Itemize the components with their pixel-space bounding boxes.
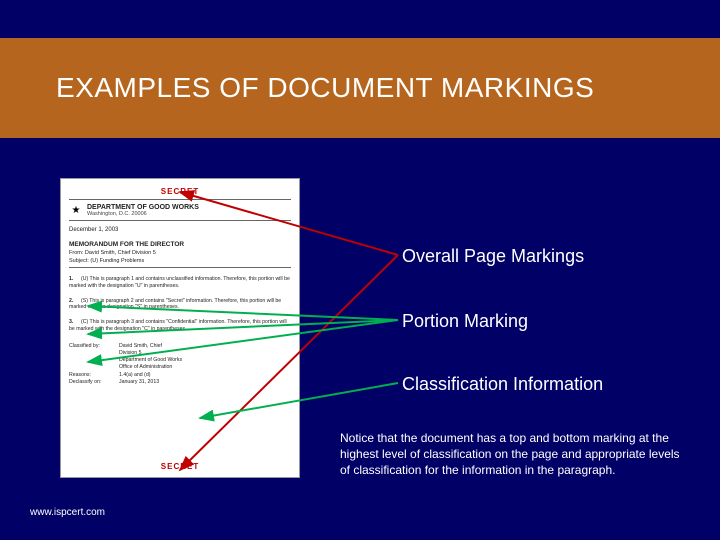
doc-divider	[69, 267, 291, 268]
sample-document: SECRET ★ DEPARTMENT OF GOOD WORKS Washin…	[60, 178, 300, 478]
label-classification-info: Classification Information	[402, 374, 603, 395]
notice-text: Notice that the document has a top and b…	[340, 430, 680, 479]
doc-secret-top: SECRET	[69, 187, 291, 196]
doc-from: From: David Smith, Chief Division 5	[69, 250, 291, 256]
doc-para-3: 3.(C) This is paragraph 3 and contains "…	[69, 319, 291, 333]
doc-para-1: 1.(U) This is paragraph 1 and contains u…	[69, 276, 291, 290]
doc-subject: Subject: (U) Funding Problems	[69, 258, 291, 264]
doc-divider	[69, 199, 291, 200]
doc-secret-bottom: SECRET	[61, 462, 299, 471]
doc-declassify-label: Declassify on:	[69, 379, 119, 386]
doc-para-2-text: (S) This is paragraph 2 and contains "Se…	[69, 298, 281, 311]
doc-department: DEPARTMENT OF GOOD WORKS	[87, 204, 199, 211]
doc-reasons-label: Reasons:	[69, 372, 119, 379]
doc-classified-by-value: David Smith, Chief Division 5 Department…	[119, 343, 182, 372]
footer-url: www.ispcert.com	[30, 507, 105, 518]
doc-header-row: ★ DEPARTMENT OF GOOD WORKS Washington, D…	[69, 203, 291, 217]
doc-divider	[69, 220, 291, 221]
title-band: EXAMPLES OF DOCUMENT MARKINGS	[0, 38, 720, 138]
doc-classified-by-label: Classified by:	[69, 343, 119, 350]
doc-reasons-value: 1.4(a) and (d)	[119, 372, 150, 378]
label-overall-markings: Overall Page Markings	[402, 246, 584, 267]
doc-para-2: 2.(S) This is paragraph 2 and contains "…	[69, 298, 291, 312]
doc-date: December 1, 2003	[69, 227, 291, 233]
doc-para-1-text: (U) This is paragraph 1 and contains unc…	[69, 276, 290, 289]
label-portion-marking: Portion Marking	[402, 311, 528, 332]
doc-memo-title: MEMORANDUM FOR THE DIRECTOR	[69, 241, 291, 248]
doc-declassify-value: January 31, 2013	[119, 379, 159, 385]
slide-title: EXAMPLES OF DOCUMENT MARKINGS	[56, 72, 594, 104]
doc-classification-block: Classified by:David Smith, Chief Divisio…	[69, 343, 291, 387]
doc-address: Washington, D.C. 20006	[87, 211, 199, 217]
doc-para-3-text: (C) This is paragraph 3 and contains "Co…	[69, 319, 287, 332]
star-icon: ★	[69, 203, 83, 217]
